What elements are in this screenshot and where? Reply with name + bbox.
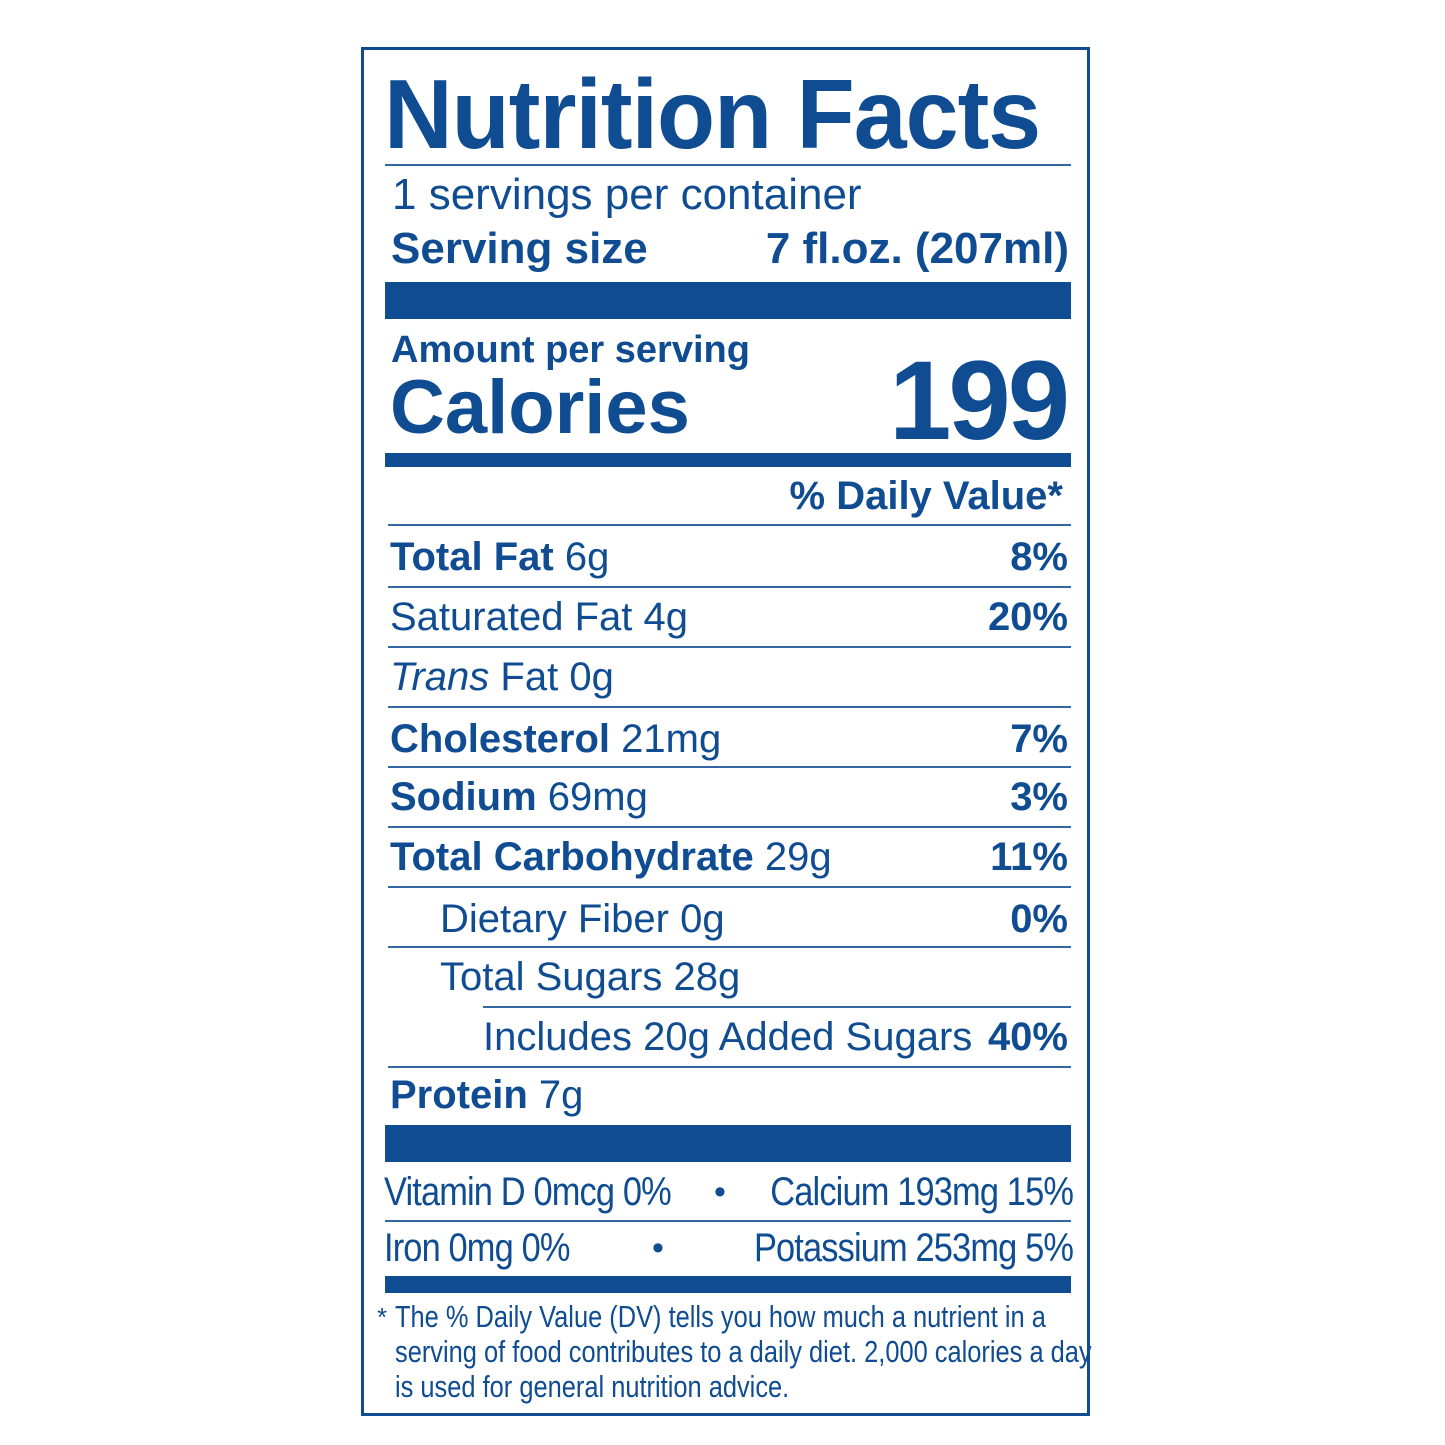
separator-dot: • [714,1173,726,1211]
divider [388,826,1071,828]
nutrient-dv: 8% [1010,535,1068,579]
nutrient-row-sodium: Sodium 69mg 3% [390,768,1070,826]
iron: Iron 0mg 0% [384,1223,600,1273]
nutrient-dv: 11% [990,835,1068,879]
divider [385,164,1071,166]
nutrient-dv: 0% [1010,897,1068,941]
footnote-line-2: serving of food contributes to a daily d… [395,1335,1245,1369]
amount-per-serving: Amount per serving [391,329,750,371]
divider [388,646,1071,648]
nutrient-name: Cholesterol [390,717,611,761]
serving-size: Serving size [391,224,648,274]
vitamin-d: Vitamin D 0mcg 0% [384,1167,718,1217]
label-title: Nutrition Facts [384,64,1060,164]
daily-value-header: % Daily Value* [789,474,1063,518]
iron-text: Iron 0mg 0% [384,1226,570,1270]
nutrition-facts-label: Nutrition Facts 1 servings per container… [361,47,1092,1416]
serving-size-value: 7 fl.oz. (207ml) [765,224,1069,273]
calcium: Calcium 193mg 15% [721,1167,1074,1217]
nutrient-name: Protein [390,1073,528,1117]
calcium-text: Calcium 193mg 15% [770,1170,1074,1214]
nutrient-row-trans-fat: Trans Fat 0g [390,648,1070,706]
nutrient-name: Dietary Fiber [440,897,669,941]
nutrient-row-total-sugars: Total Sugars 28g [390,948,1070,1006]
potassium: Potassium 253mg 5% [702,1223,1074,1273]
nutrient-amount: 69mg [547,775,648,819]
divider [388,886,1071,888]
nutrient-row-saturated-fat: Saturated Fat 4g 20% [390,588,1070,646]
nutrient-amount: 6g [564,535,610,579]
divider [388,706,1071,708]
footnote-line-1: The % Daily Value (DV) tells you how muc… [395,1300,1189,1334]
footnote-line-3: is used for general nutrition advice. [395,1370,876,1404]
nutrient-name: Sodium [390,775,537,819]
divider [388,1066,1071,1068]
divider [483,1006,1071,1008]
nutrient-name: Fat [500,655,559,699]
serving-size-label: Serving size [391,224,648,273]
nutrient-name: Saturated Fat [390,595,633,639]
calories-label: Calories [390,365,690,450]
footnote-line-2-text: serving of food contributes to a daily d… [395,1334,1092,1369]
divider [385,1220,1071,1222]
vitamin-d-text: Vitamin D 0mcg 0% [384,1170,672,1214]
nutrient-amount: 21mg [621,717,722,761]
nutrient-name: Total Carbohydrate [390,835,754,879]
nutrient-dv: 3% [1010,775,1068,819]
divider [388,766,1071,768]
nutrient-name: Total Fat [390,535,554,579]
nutrient-name: Includes 20g Added Sugars [483,1015,973,1059]
nutrient-dv: 40% [987,1015,1068,1059]
nutrient-amount: 0g [680,897,725,941]
footnote-line-1-text: The % Daily Value (DV) tells you how muc… [395,1299,1046,1334]
divider [388,586,1071,588]
thick-divider [385,1276,1071,1293]
divider [388,524,1071,526]
servings-per-container: 1 servings per container [392,170,862,219]
footnote-asterisk: * [377,1302,388,1332]
nutrient-name-italic: Trans [390,655,490,699]
footnote-line-3-text: is used for general nutrition advice. [395,1369,790,1404]
divider [388,946,1071,948]
potassium-text: Potassium 253mg 5% [753,1226,1074,1270]
nutrient-name: Total Sugars [440,955,663,999]
nutrient-row-total-carbohydrate: Total Carbohydrate 29g 11% [390,828,1070,886]
separator-dot: • [652,1229,664,1267]
nutrient-amount: 29g [764,835,832,879]
nutrient-amount: 4g [643,595,689,639]
thick-divider [385,282,1071,319]
nutrient-row-added-sugars: Includes 20g Added Sugars 40% [390,1008,1070,1066]
nutrient-amount: 7g [538,1073,584,1117]
calories-value: 199 [889,338,1070,463]
nutrient-row-protein: Protein 7g [390,1066,1070,1124]
nutrient-dv: 20% [987,595,1068,639]
thick-divider [385,1125,1071,1162]
medium-divider [385,453,1071,467]
nutrient-row-dietary-fiber: Dietary Fiber 0g 0% [390,890,1070,948]
nutrient-dv: 7% [1010,717,1068,761]
nutrient-row-cholesterol: Cholesterol 21mg 7% [390,710,1070,768]
label-title-text: Nutrition Facts [384,59,1041,169]
nutrient-row-total-fat: Total Fat 6g 8% [390,528,1070,586]
nutrient-amount: 0g [569,655,614,699]
nutrient-amount: 28g [673,955,741,999]
